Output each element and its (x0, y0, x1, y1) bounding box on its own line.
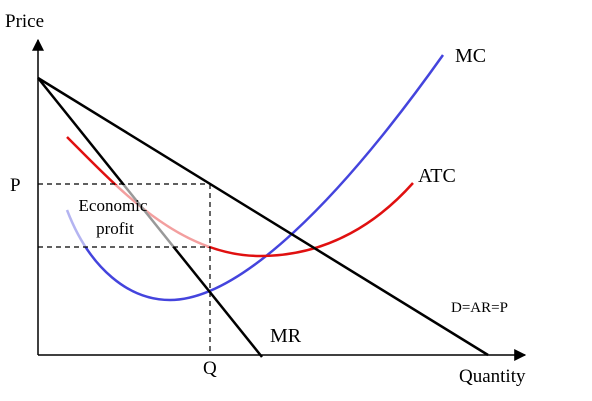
region-label: Economic (79, 196, 148, 215)
mr-label: MR (270, 325, 302, 347)
atc-curve (66, 136, 414, 258)
x-axis-label: Quantity (459, 366, 526, 387)
profit-region (39, 185, 210, 247)
quantity-label: Q (203, 358, 217, 379)
demand-line (37, 76, 489, 357)
demand-label: D=AR=P (451, 300, 508, 316)
price-label: P (10, 175, 21, 196)
region-label: profit (96, 219, 134, 238)
mc-curve (65, 54, 445, 302)
mc-label: MC (455, 45, 486, 67)
atc-label: ATC (418, 165, 456, 187)
y-axis-label: Price (5, 11, 44, 32)
